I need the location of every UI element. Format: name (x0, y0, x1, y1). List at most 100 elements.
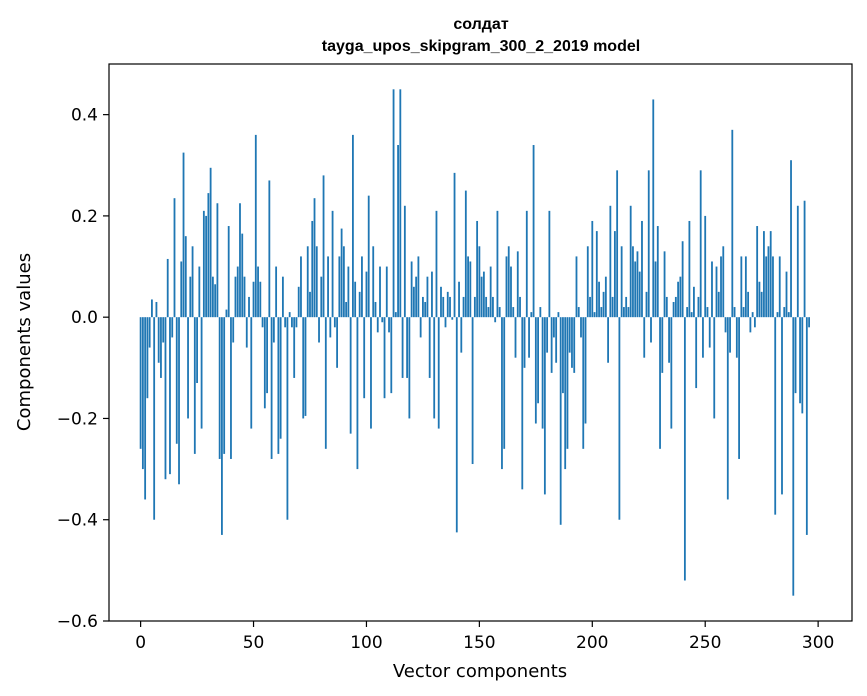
bar (153, 317, 156, 520)
bar (394, 312, 397, 318)
bar (288, 312, 291, 318)
bar (769, 231, 772, 318)
bar (722, 246, 725, 318)
bar (501, 317, 503, 470)
bar (469, 261, 472, 318)
bar (345, 301, 348, 318)
bar (537, 317, 539, 404)
bar (354, 281, 357, 318)
bar (618, 317, 621, 520)
bar (234, 276, 237, 318)
bar (744, 256, 747, 318)
bar (157, 317, 160, 363)
bar (424, 301, 427, 318)
bar (808, 317, 810, 328)
bar (329, 317, 332, 338)
bar (584, 317, 587, 424)
x-tick-label: 300 (802, 633, 834, 653)
bar (787, 312, 790, 318)
bar (575, 256, 578, 318)
bar (331, 210, 334, 318)
bar (412, 286, 415, 318)
bar (695, 317, 698, 389)
bar (753, 317, 756, 328)
bar (453, 172, 456, 318)
bar (541, 317, 544, 429)
bar (674, 296, 677, 318)
y-axis-label: Components values (14, 253, 35, 431)
bar (248, 296, 250, 318)
bar (758, 281, 761, 318)
bar (487, 307, 490, 318)
bar (735, 317, 738, 358)
bar (175, 317, 178, 444)
x-tick-label: 0 (135, 633, 146, 653)
bar (530, 312, 533, 318)
chart-title: солдат (453, 16, 508, 33)
bar (399, 89, 402, 318)
bar (690, 312, 693, 318)
bar (724, 317, 727, 333)
y-axis-ticks: −0.6 −0.4 −0.2 0.0 0.2 0.4 (57, 106, 109, 632)
bar (747, 291, 750, 318)
bar (523, 317, 526, 368)
bar (263, 317, 266, 409)
bar (162, 317, 165, 343)
bar (629, 205, 632, 318)
bar (647, 170, 650, 318)
bar (311, 220, 314, 318)
bar (740, 256, 743, 318)
bar (415, 276, 418, 318)
bar (659, 317, 661, 449)
bar (318, 317, 320, 343)
bar (327, 256, 329, 318)
bar (358, 291, 361, 318)
bar (401, 317, 404, 378)
bar (794, 317, 797, 394)
bar (525, 210, 528, 318)
bar (582, 317, 585, 449)
bar (568, 317, 571, 353)
bar (562, 317, 564, 394)
bar (388, 317, 390, 333)
bar (763, 231, 765, 318)
bar (623, 307, 625, 318)
bar (792, 317, 795, 596)
bar (148, 317, 151, 348)
bar (697, 296, 700, 318)
bar (333, 317, 336, 328)
y-tick-label: 0.2 (71, 207, 98, 227)
bar (496, 210, 499, 318)
bar (783, 307, 786, 318)
bar (239, 203, 241, 318)
bar (670, 317, 673, 429)
bar (428, 317, 431, 378)
bar (191, 246, 194, 318)
bar (652, 99, 655, 318)
bar (693, 286, 695, 318)
bar (431, 271, 433, 318)
bar (801, 317, 804, 414)
x-tick-label: 150 (463, 633, 495, 653)
x-tick-label: 250 (689, 633, 721, 653)
bar (699, 170, 702, 318)
bar (449, 296, 451, 318)
bar (367, 195, 370, 318)
bar (785, 271, 788, 318)
bar (632, 246, 634, 318)
bar (702, 317, 704, 358)
bar (751, 312, 754, 318)
bar (742, 307, 745, 318)
bar (799, 317, 801, 404)
bar (638, 271, 641, 318)
bar (494, 317, 497, 323)
bar (645, 291, 648, 318)
bar (363, 317, 366, 399)
bar-series (139, 89, 810, 596)
bar (471, 317, 474, 465)
bar (196, 317, 198, 384)
bar (731, 129, 734, 318)
bar (512, 307, 515, 318)
bar (679, 276, 682, 318)
bar (270, 317, 273, 459)
